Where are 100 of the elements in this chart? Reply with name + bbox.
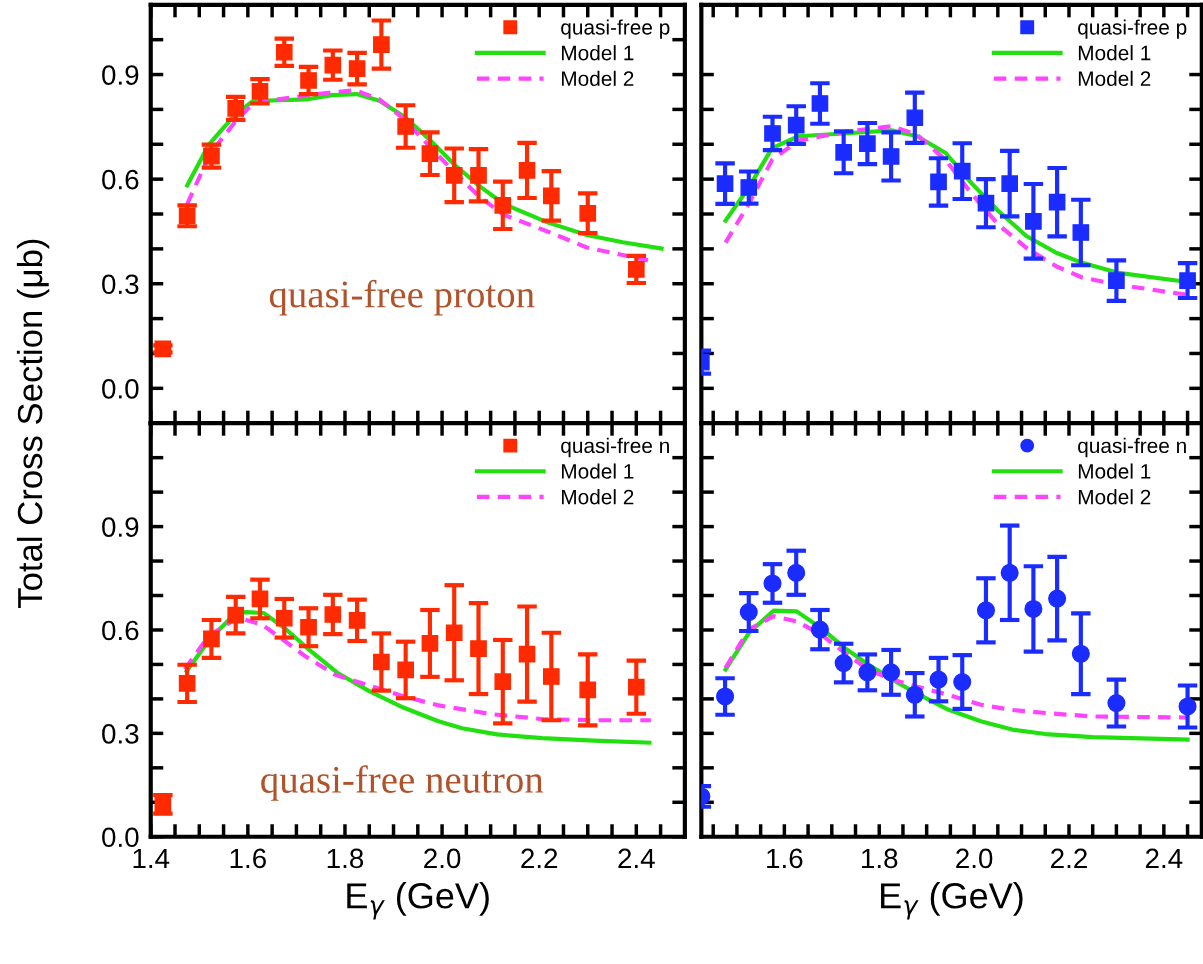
point <box>977 194 995 212</box>
x-axis-title: E$_{γ}$ (GeV) <box>881 882 1023 920</box>
point <box>953 672 972 692</box>
point <box>579 204 597 222</box>
legend-label: quasi-free n <box>1078 437 1186 458</box>
point <box>251 590 269 608</box>
y-tick-label: 0.9 <box>102 517 139 537</box>
x-tick-label: 2.4 <box>1145 848 1183 868</box>
point <box>1071 644 1090 663</box>
y-axis-title: Total Cross Section (μb) <box>16 239 50 609</box>
x-tick-label: 2.0 <box>956 848 993 869</box>
legend-label: Model 1 <box>561 45 634 61</box>
point <box>1107 694 1126 713</box>
point <box>348 60 366 77</box>
point <box>859 135 876 152</box>
legend-label: Model 1 <box>1078 463 1151 479</box>
y-tick-label: 0.6 <box>102 620 139 641</box>
point <box>882 663 901 682</box>
point <box>929 670 948 689</box>
x-axis-title: E$_{γ}$ (GeV) <box>347 882 489 920</box>
y-tick-label: 0.3 <box>102 274 139 295</box>
point <box>178 675 196 692</box>
point <box>445 166 463 184</box>
point <box>834 654 853 673</box>
point <box>275 43 293 61</box>
x-tick-label: 1.6 <box>230 848 266 869</box>
point <box>1048 193 1066 211</box>
point <box>787 563 806 582</box>
point <box>397 661 414 679</box>
point <box>300 72 317 89</box>
point <box>1179 272 1196 289</box>
point <box>421 635 439 652</box>
point <box>1024 599 1043 618</box>
point <box>373 653 390 671</box>
point <box>764 125 781 142</box>
x-tick-label: 1.8 <box>327 848 364 869</box>
legend-label: Model 2 <box>1078 489 1151 505</box>
point <box>203 147 220 165</box>
legend-label: quasi-free p <box>1078 19 1187 39</box>
point <box>882 148 900 165</box>
y-tick-label: 0.0 <box>102 379 139 399</box>
x-tick-label: 2.2 <box>521 848 558 868</box>
point <box>976 601 995 620</box>
legend-label: quasi-free p <box>561 19 670 39</box>
point <box>470 166 487 184</box>
point <box>518 162 536 179</box>
y-tick-label: 0.9 <box>102 65 139 85</box>
point <box>739 603 758 622</box>
x-tick-label: 1.4 <box>133 848 170 868</box>
point <box>373 36 390 53</box>
point <box>1001 175 1019 193</box>
annotation: quasi-free proton <box>269 279 535 316</box>
point <box>953 162 971 180</box>
y-tick-label: 0.0 <box>102 827 139 848</box>
point <box>203 630 220 648</box>
point <box>810 620 829 639</box>
point <box>905 685 924 704</box>
legend-label: Model 2 <box>561 70 634 87</box>
y-tick-label: 0.6 <box>102 169 139 190</box>
point <box>275 609 293 627</box>
point <box>397 118 414 135</box>
point <box>494 196 512 214</box>
point <box>324 56 342 74</box>
point <box>716 175 734 193</box>
point <box>858 663 877 682</box>
point <box>1048 589 1067 608</box>
point <box>716 687 735 706</box>
point <box>251 82 269 100</box>
x-tick-label: 2.4 <box>618 848 655 868</box>
point <box>787 116 805 134</box>
point <box>627 261 645 278</box>
x-tick-label: 1.8 <box>862 848 898 869</box>
point <box>1178 697 1197 716</box>
point <box>421 145 439 163</box>
point <box>811 95 829 112</box>
legend-label: Model 2 <box>561 489 634 505</box>
point <box>494 673 512 691</box>
point <box>579 681 597 699</box>
point <box>445 624 463 642</box>
point <box>763 574 782 593</box>
x-tick-label: 1.6 <box>767 848 803 869</box>
point <box>543 668 560 685</box>
point <box>1000 563 1019 582</box>
point <box>1072 224 1090 241</box>
point <box>1025 212 1042 230</box>
legend-label: Model 1 <box>561 463 634 479</box>
point <box>543 187 560 205</box>
point <box>324 606 342 623</box>
point <box>1108 272 1125 289</box>
y-tick-label: 0.3 <box>102 724 139 744</box>
point <box>348 611 366 629</box>
point <box>470 640 487 657</box>
point <box>930 173 947 191</box>
point <box>227 606 245 624</box>
point <box>835 143 852 161</box>
point <box>227 100 245 117</box>
point <box>906 109 924 127</box>
legend-label: Model 1 <box>1078 45 1151 61</box>
annotation: quasi-free neutron <box>261 765 544 801</box>
point <box>518 645 536 663</box>
